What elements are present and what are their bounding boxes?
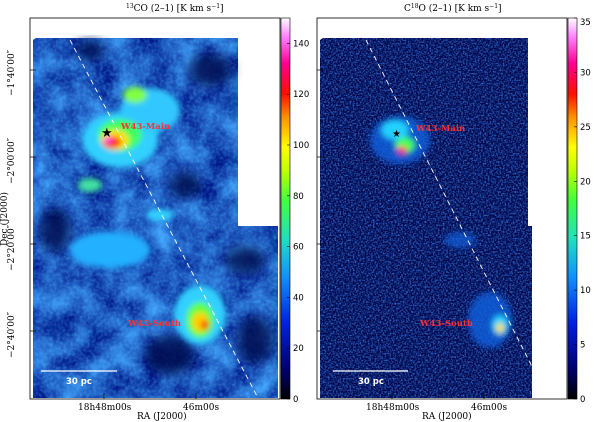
right-axis-ticks [317,69,485,399]
dec-tick-4: −2°40′00″ [7,311,17,358]
right-colorbar-ticks: 0 5 10 15 20 25 30 35 [574,17,591,405]
colorbar-tick-label: 40 [293,293,304,303]
galactic-plane-line [69,39,259,398]
left-panel: ★ W43-Main W43-South 30 pc 13CO (2–1) [K… [0,3,309,422]
dec-tick-2: −2°00′00″ [7,137,17,184]
scale-bar-label-right: 30 pc [358,377,384,387]
label-w43-main-left: W43-Main [120,122,170,132]
left-axis-ticks [30,69,197,399]
scale-bar-label-left: 30 pc [66,377,92,387]
star-marker: ★ [101,126,113,141]
colorbar-tick-label: 120 [293,90,309,100]
left-colorbar [280,17,291,400]
ra-tick-right-2: 46m00s [471,403,507,413]
x-axis-title-left: RA (J2000) [137,411,187,422]
left-panel-title: 13CO (2–1) [K km s−1] [126,3,224,14]
colorbar-tick-label: 140 [293,39,309,49]
right-panel: ★ W43-Main W43-South 30 pc C18O (2–1) [K… [316,3,591,422]
label-w43-main-right: W43-Main [415,124,465,134]
colorbar-tick-label: 30 [580,68,591,78]
right-colorbar [567,17,578,400]
colorbar-tick-label: 35 [580,18,591,28]
left-colorbar-ticks: 0 20 40 60 80 100 120 140 [287,39,309,405]
colorbar-tick-label: 80 [293,192,304,202]
right-panel-title: C18O (2–1) [K km s−1] [404,3,502,14]
right-map-image: ★ W43-Main W43-South 30 pc [320,35,532,398]
ra-tick-left-1: 18h48m00s [78,403,132,413]
ra-tick-left-2: 46m00s [183,403,219,413]
colorbar-tick-label: 20 [580,177,591,187]
ra-tick-right-1: 18h48m00s [366,403,420,413]
label-w43-south-left: W43-South [127,319,181,329]
star-marker-right: ★ [392,129,401,140]
x-axis-title-right: RA (J2000) [422,411,472,422]
label-w43-south-right: W43-South [419,319,473,329]
colorbar-tick-label: 60 [293,243,304,253]
dec-tick-3: −2°20′00″ [7,224,17,271]
galactic-plane-line-right [365,39,532,398]
colorbar-tick-label: 0 [580,395,585,405]
colorbar-tick-label: 25 [580,123,591,133]
colorbar-tick-label: 10 [580,286,591,296]
left-map-image: ★ W43-Main W43-South 30 pc [33,35,278,398]
y-axis-title: Dec (J2000) [0,192,10,246]
colorbar-tick-label: 15 [580,232,591,242]
colorbar-tick-label: 5 [580,341,585,351]
colorbar-tick-label: 100 [293,141,309,151]
dec-tick-1: −1°40′00″ [7,49,17,96]
colorbar-tick-label: 0 [293,395,298,405]
colorbar-tick-label: 20 [293,344,304,354]
